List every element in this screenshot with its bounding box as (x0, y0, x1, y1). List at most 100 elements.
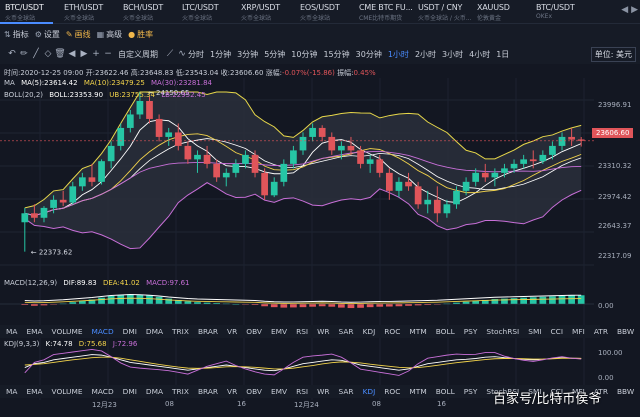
ma-legend-name[interactable]: MA (4, 79, 15, 87)
symbol-tab[interactable]: BTC/USDT OKEx (531, 0, 590, 23)
trash-icon[interactable]: 🗑 (54, 49, 66, 59)
indicator-tab[interactable]: RSI (296, 327, 309, 336)
indicator-tab[interactable]: BRAR (197, 327, 219, 336)
period-option[interactable]: 4小时 (469, 49, 491, 59)
period-option[interactable]: 10分钟 (291, 49, 318, 59)
indicator-tab[interactable]: DMA (145, 387, 164, 396)
period-option[interactable]: 1分钟 (210, 49, 232, 59)
symbol-tab[interactable]: LTC/USDT 火币全球站 (177, 0, 236, 23)
custom-period-label[interactable]: 自定义周期 (118, 49, 158, 59)
indicators-button[interactable]: ⇅ 指标 (4, 29, 29, 39)
period-option[interactable]: 2小时 (414, 49, 437, 59)
undo-icon[interactable]: ↶ (8, 49, 16, 59)
kdj-k-value: K:74.78 (45, 340, 73, 348)
symbol-tab[interactable]: ETH/USDT 火币全球站 (59, 0, 118, 23)
zoom-in-icon[interactable]: + (92, 49, 100, 59)
symbol-tab[interactable]: BTC/USDT 火币全球站 (0, 0, 59, 24)
ruler-icon[interactable]: ⟋ (166, 49, 174, 59)
indicator-tab[interactable]: VR (227, 387, 238, 396)
indicator-tab[interactable]: WR (317, 327, 330, 336)
indicator-tab[interactable]: KDJ (362, 327, 376, 336)
indicator-tab[interactable]: PSY (463, 387, 478, 396)
indicator-tab[interactable]: OBV (246, 387, 262, 396)
indicator-tab[interactable]: MFI (572, 327, 585, 336)
indicator-tab[interactable]: ROC (384, 387, 401, 396)
indicator-tab[interactable]: StochRSI (486, 327, 520, 336)
tabs-scroll-arrows-icon[interactable]: ◀ ▶ (621, 5, 638, 15)
indicator-tab[interactable]: EMA (26, 327, 43, 336)
indicator-tab[interactable]: MA (6, 327, 18, 336)
win-rate-button[interactable]: ● 胜率 (128, 29, 154, 39)
indicator-tab[interactable]: SAR (338, 387, 354, 396)
indicator-tab[interactable]: MFI (572, 387, 585, 396)
indicator-tab[interactable]: ATR (593, 387, 608, 396)
indicator-tab[interactable]: MACD (91, 327, 114, 336)
period-option[interactable]: 3分钟 (237, 49, 259, 59)
time-axis-label: 08 (165, 400, 174, 408)
indicator-tab[interactable]: BRAR (197, 387, 219, 396)
zoom-out-icon[interactable]: − (104, 49, 112, 59)
indicator-tab[interactable]: SAR (338, 327, 354, 336)
indicator-tab[interactable]: CCI (550, 327, 564, 336)
period-option[interactable]: 1日 (496, 49, 510, 59)
candle-body (577, 139, 585, 141)
kdj-legend-name[interactable]: KDJ(9,3,3) (4, 340, 40, 348)
indicator-tab[interactable]: VR (227, 327, 238, 336)
period-option[interactable]: 1小时 (387, 49, 409, 59)
symbol-tab[interactable]: XRP/USDT 火币全球站 (236, 0, 295, 23)
symbol-tab[interactable]: XAUUSD 伦敦黄金 (472, 0, 531, 23)
indicator-tab[interactable]: EMV (270, 387, 288, 396)
indicator-tab[interactable]: SMI (528, 327, 542, 336)
indicator-tab[interactable]: OBV (246, 327, 262, 336)
indicator-tab[interactable]: DMI (122, 327, 137, 336)
indicator-tab[interactable]: StochRSI (486, 387, 520, 396)
indicator-tab[interactable]: KDJ (362, 387, 376, 396)
period-option[interactable]: 分时 (188, 49, 204, 59)
settings-button[interactable]: ⚙ 设置 (34, 29, 60, 39)
draw-lines-button[interactable]: ✎ 画线 (65, 29, 91, 39)
boll-legend-name[interactable]: BOLL(20,2) (4, 91, 44, 99)
indicator-tab[interactable]: SMI (528, 387, 542, 396)
indicator-tab[interactable]: MACD (91, 387, 114, 396)
symbol-tab[interactable]: CME BTC FU... CME比特币期货 (354, 0, 413, 23)
line-chart-icon[interactable]: ∿ (178, 49, 186, 59)
symbol-tab[interactable]: BCH/USDT 火币全球站 (118, 0, 177, 23)
advanced-button[interactable]: ▦ 高级 (96, 29, 123, 39)
symbol-tab[interactable]: EOS/USDT 火币全球站 (295, 0, 354, 23)
indicator-tab[interactable]: MTM (409, 327, 427, 336)
indicator-tab[interactable]: VOLUME (51, 387, 83, 396)
indicator-tab[interactable]: ROC (384, 327, 401, 336)
indicator-tab[interactable]: CCI (550, 387, 564, 396)
indicator-tab[interactable]: TRIX (172, 387, 189, 396)
indicator-tab[interactable]: BBW (616, 387, 635, 396)
indicator-tab[interactable]: WR (317, 387, 330, 396)
indicator-tab[interactable]: BBW (616, 327, 635, 336)
period-option[interactable]: 15分钟 (323, 49, 350, 59)
eraser-icon[interactable]: ◇ (44, 49, 52, 59)
indicator-tab[interactable]: ATR (593, 327, 608, 336)
indicator-tab[interactable]: MA (6, 387, 18, 396)
indicator-tab[interactable]: BOLL (435, 387, 455, 396)
indicator-tab[interactable]: DMI (122, 387, 137, 396)
period-option[interactable]: 5分钟 (264, 49, 286, 59)
pencil-icon[interactable]: ✏ (20, 49, 28, 59)
line-icon[interactable]: ╱ (33, 49, 39, 59)
chart-canvas[interactable]: ← 24150.65 ← 22373.62 (0, 64, 640, 417)
period-option[interactable]: 3小时 (442, 49, 464, 59)
arrow-left-icon[interactable]: ◀ (68, 49, 76, 59)
indicator-tab[interactable]: EMV (270, 327, 288, 336)
indicator-tab[interactable]: TRIX (172, 327, 189, 336)
indicator-tab[interactable]: DMA (145, 327, 164, 336)
period-option[interactable]: 30分钟 (355, 49, 382, 59)
indicator-tab[interactable]: RSI (296, 387, 309, 396)
candle-body (40, 207, 48, 218)
indicator-tab[interactable]: MTM (409, 387, 427, 396)
indicator-tab[interactable]: EMA (26, 387, 43, 396)
currency-select[interactable]: 单位: 美元 (590, 47, 636, 62)
macd-legend-name[interactable]: MACD(12,26,9) (4, 279, 58, 287)
indicator-tab[interactable]: VOLUME (51, 327, 83, 336)
symbol-tab[interactable]: USDT / CNY 火币全球站 / 火币... (413, 0, 472, 23)
indicator-tab[interactable]: PSY (463, 327, 478, 336)
arrow-right-icon[interactable]: ▶ (80, 49, 88, 59)
indicator-tab[interactable]: BOLL (435, 327, 455, 336)
